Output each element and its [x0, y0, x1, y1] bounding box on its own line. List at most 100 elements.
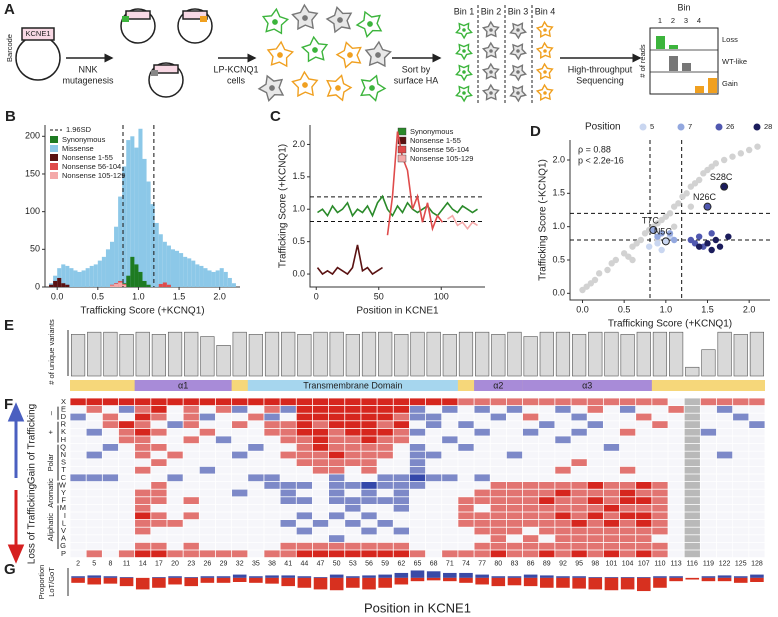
heatmap-cell	[603, 512, 620, 520]
heatmap-cell	[684, 436, 700, 444]
heatmap-cell	[522, 474, 539, 482]
heatmap-cell	[329, 542, 345, 550]
bar	[168, 576, 182, 578]
heatmap-cell	[458, 512, 474, 520]
heatmap-cell	[151, 444, 167, 451]
heatmap-cell	[587, 535, 603, 542]
heatmap-cell	[474, 459, 490, 466]
legend-swatch	[677, 123, 685, 131]
bar	[733, 334, 748, 377]
heatmap-cell	[733, 512, 749, 520]
heatmap-cell	[312, 527, 329, 535]
heatmap-cell	[167, 413, 183, 421]
heatmap-cell	[442, 474, 458, 482]
heatmap-cell	[264, 466, 280, 474]
bar	[458, 331, 474, 377]
heatmap-cell	[619, 520, 636, 527]
heatmap-cell	[248, 459, 264, 466]
heatmap-cell	[151, 504, 167, 512]
heatmap-cell	[571, 406, 587, 413]
heatmap-cell	[668, 406, 684, 413]
bar	[604, 331, 619, 377]
heatmap-cell	[264, 527, 280, 535]
heatmap-cell	[70, 504, 86, 512]
heatmap-cell	[539, 489, 555, 497]
heatmap-cell	[361, 512, 377, 520]
heatmap-cell	[716, 406, 733, 413]
heatmap-cell	[571, 451, 587, 459]
scatter-point	[695, 176, 703, 184]
heatmap-cell	[199, 512, 216, 520]
bar	[572, 576, 586, 578]
heatmap-cell	[296, 512, 313, 520]
row-label: I	[64, 511, 66, 520]
bar	[750, 577, 764, 582]
heatmap-cell	[102, 520, 119, 527]
heatmap-cell	[361, 436, 377, 444]
heatmap-cell	[490, 421, 506, 428]
legend-swatch	[50, 172, 58, 179]
heatmap-cell	[118, 520, 135, 527]
heatmap-cell	[329, 474, 345, 482]
heatmap-cell	[312, 535, 329, 542]
bar	[669, 331, 684, 377]
heatmap-cell	[442, 406, 458, 413]
x-tick-label: 77	[478, 560, 486, 567]
reads-bar	[669, 56, 678, 71]
legend-swatch	[50, 163, 58, 170]
heatmap-cell	[312, 406, 329, 413]
heatmap-cell	[167, 459, 183, 466]
heatmap-cell	[151, 520, 167, 527]
heatmap-cell	[102, 451, 119, 459]
x-tick-label: 128	[751, 560, 763, 567]
heatmap-cell	[393, 466, 410, 474]
heatmap-cell	[264, 436, 280, 444]
heatmap-cell	[668, 421, 684, 428]
heatmap-cell	[151, 542, 167, 550]
heatmap-cell	[70, 406, 86, 413]
heatmap-cell	[118, 398, 135, 406]
gene-box	[125, 10, 151, 20]
bar	[297, 576, 312, 578]
y-tick-label: 100	[25, 206, 40, 216]
heatmap-cell	[636, 459, 652, 466]
heatmap-cell	[716, 421, 733, 428]
legend-swatch	[715, 123, 723, 131]
heatmap-cell	[571, 398, 587, 406]
heatmap-cell	[636, 436, 652, 444]
heatmap-cell	[361, 451, 377, 459]
domain	[247, 380, 458, 391]
bar	[620, 577, 635, 590]
x-tick-label: 0.5	[618, 304, 631, 314]
heatmap-cell	[264, 444, 280, 451]
heatmap-cell	[668, 542, 684, 550]
heatmap-cell	[296, 520, 313, 527]
histogram-bar	[138, 271, 143, 287]
heatmap-cell	[603, 466, 620, 474]
heatmap-cell	[684, 398, 700, 406]
heatmap-cell	[490, 413, 506, 421]
heatmap-cell	[118, 466, 135, 474]
histogram-bar	[138, 128, 143, 287]
heatmap-cell	[619, 398, 636, 406]
scatter-point	[695, 243, 703, 250]
heatmap-cell	[345, 542, 361, 550]
nucleus	[489, 91, 493, 95]
histogram-bar	[170, 249, 175, 287]
histogram-bar	[126, 140, 131, 287]
series-line	[447, 214, 478, 231]
heatmap-cell	[490, 489, 506, 497]
heatmap-cell	[442, 489, 458, 497]
bar	[523, 574, 538, 578]
heatmap-cell	[490, 474, 506, 482]
labeled-point	[661, 237, 670, 246]
heatmap-cell	[329, 482, 345, 489]
heatmap-cell	[296, 497, 313, 504]
heatmap-cell	[232, 474, 248, 482]
bar	[491, 576, 506, 578]
heatmap-cell	[409, 428, 426, 436]
y-axis-title: Trafficking Score (+KCNQ1)	[278, 144, 289, 268]
reads-title: Bin	[677, 2, 690, 12]
scatter-point	[645, 243, 653, 250]
bar	[216, 576, 231, 578]
